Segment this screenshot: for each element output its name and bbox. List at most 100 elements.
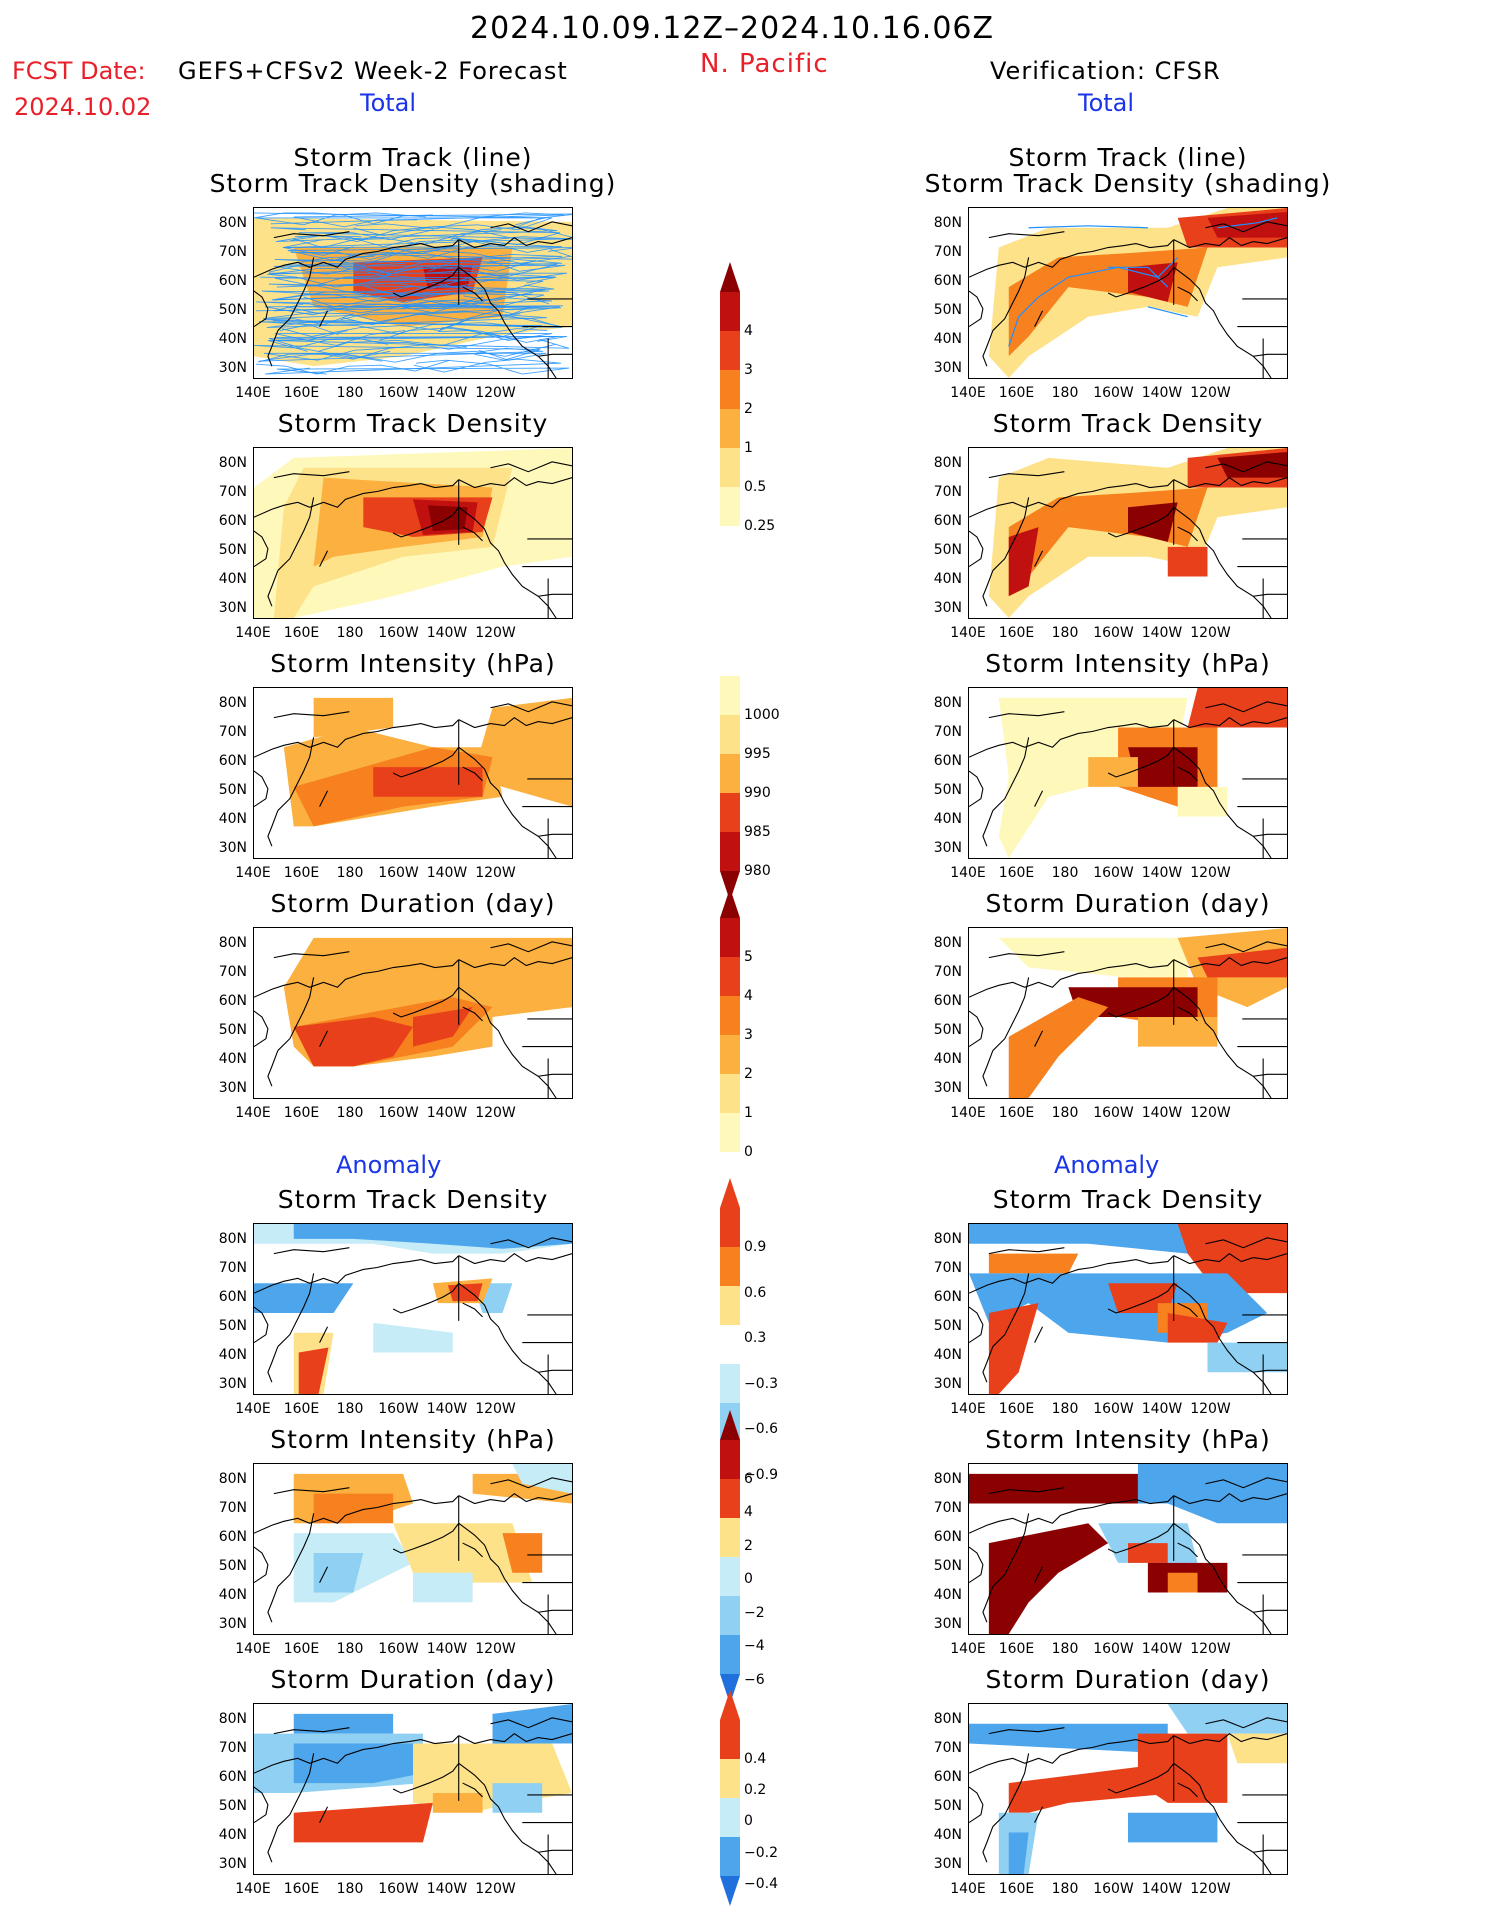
map-panel-duranom-forecast — [253, 1703, 573, 1875]
x-tick-label: 180 — [1051, 1105, 1079, 1121]
x-tick-label: 140W — [1141, 1641, 1183, 1657]
section-total-left: Total — [360, 89, 417, 117]
y-tick-label: 30N — [218, 840, 247, 856]
x-tick-label: 140W — [426, 1641, 468, 1657]
map-panel-intensity-forecast — [253, 687, 573, 859]
colorbar-label: 3 — [744, 362, 753, 378]
y-tick-label: 80N — [933, 1231, 962, 1247]
x-tick-label: 160W — [1093, 1401, 1134, 1417]
colorbar-label: −0.2 — [744, 1844, 778, 1861]
y-tick-label: 30N — [933, 360, 962, 376]
y-tick-label: 40N — [933, 1051, 962, 1067]
colorbar-label: 0.9 — [744, 1239, 767, 1255]
x-tick-label: 140E — [950, 1881, 986, 1897]
field-region-2 — [293, 1743, 423, 1784]
x-tick-label: 160E — [283, 865, 320, 881]
field-region-3 — [1098, 1523, 1198, 1563]
panel-title-intensity: Storm Intensity (hPa) — [270, 649, 556, 678]
colorbar-label: −0.6 — [744, 1421, 778, 1437]
region-label: N. Pacific — [700, 49, 829, 79]
colorbar-label: 6 — [744, 1471, 753, 1487]
y-tick-label: 70N — [218, 484, 247, 500]
colorbar-label: 5 — [744, 949, 753, 965]
y-tick-label: 80N — [218, 1711, 247, 1727]
field-region-4 — [293, 1802, 433, 1843]
map-panel-density-forecast — [253, 447, 573, 619]
colorbar-label: 990 — [744, 785, 771, 801]
colorbar-duration_total — [718, 888, 742, 1186]
field-region-2 — [254, 1283, 354, 1313]
y-tick-label: 40N — [218, 1347, 247, 1363]
field-region-7 — [492, 1783, 543, 1813]
field-region-0 — [998, 937, 1188, 978]
x-tick-label: 140W — [1141, 1105, 1183, 1121]
field-region-7 — [1167, 1312, 1228, 1343]
x-tick-label: 120W — [475, 385, 516, 401]
x-tick-label: 160E — [283, 625, 320, 641]
field-region-6 — [1008, 1832, 1029, 1874]
y-tick-label: 80N — [933, 1711, 962, 1727]
panel-title-track_shading: Storm Track Density (shading) — [924, 169, 1332, 198]
field-region-7 — [512, 1464, 572, 1494]
y-tick-label: 50N — [933, 302, 962, 318]
y-tick-label: 70N — [933, 964, 962, 980]
panel-title-track_shading: Storm Track Density (shading) — [209, 169, 617, 198]
x-tick-label: 160E — [998, 1401, 1035, 1417]
field-region-8 — [1207, 1342, 1287, 1373]
field-region-3 — [1207, 211, 1287, 238]
y-tick-label: 70N — [933, 1740, 962, 1756]
colorbar-label: 2 — [744, 1066, 753, 1082]
y-tick-label: 60N — [218, 513, 247, 529]
x-tick-label: 120W — [475, 1881, 516, 1897]
colorbar-label: 3 — [744, 1027, 753, 1043]
y-tick-label: 80N — [218, 935, 247, 951]
x-tick-label: 160E — [998, 1641, 1035, 1657]
field-region-4 — [1088, 757, 1138, 787]
x-tick-label: 160E — [998, 1881, 1035, 1897]
y-tick-label: 80N — [218, 215, 247, 231]
fcst-date: 2024.10.02 — [14, 93, 152, 121]
x-tick-label: 160W — [1093, 625, 1134, 641]
y-tick-label: 60N — [933, 1289, 962, 1305]
field-region-6 — [447, 1283, 483, 1302]
y-tick-label: 60N — [933, 273, 962, 289]
map-panel-duranom-verification — [968, 1703, 1288, 1875]
y-tick-label: 40N — [933, 571, 962, 587]
x-tick-label: 140W — [1141, 1881, 1183, 1897]
x-tick-label: 180 — [1051, 865, 1079, 881]
panel-title-duration: Storm Duration (day) — [985, 889, 1271, 918]
field-region-4 — [1128, 1543, 1168, 1563]
x-tick-label: 180 — [1051, 1401, 1079, 1417]
x-tick-label: 140E — [235, 625, 271, 641]
y-tick-label: 30N — [218, 1616, 247, 1632]
x-tick-label: 160E — [283, 1105, 320, 1121]
y-tick-label: 60N — [218, 753, 247, 769]
y-tick-label: 70N — [218, 1260, 247, 1276]
y-tick-label: 60N — [933, 513, 962, 529]
x-tick-label: 140E — [235, 1105, 271, 1121]
map-panel-track-forecast — [253, 207, 573, 379]
y-tick-label: 50N — [218, 542, 247, 558]
panel-title-intensity: Storm Intensity (hPa) — [985, 649, 1271, 678]
map-panel-intensity-verification — [968, 687, 1288, 859]
y-tick-label: 30N — [218, 1080, 247, 1096]
map-panel-duration-forecast — [253, 927, 573, 1099]
x-tick-label: 160E — [998, 1105, 1035, 1121]
y-tick-label: 60N — [218, 1769, 247, 1785]
y-tick-label: 30N — [218, 1856, 247, 1872]
colorbar-label: 0 — [744, 1813, 753, 1830]
field-region-1 — [1137, 1464, 1287, 1524]
field-region-1 — [1187, 688, 1287, 728]
y-tick-label: 30N — [933, 840, 962, 856]
x-tick-label: 140E — [235, 1641, 271, 1657]
y-tick-label: 40N — [933, 1827, 962, 1843]
colorbar-duration_anom — [718, 1690, 742, 1910]
y-tick-label: 70N — [218, 1740, 247, 1756]
y-tick-label: 80N — [218, 1231, 247, 1247]
field-region-4 — [373, 767, 483, 797]
x-tick-label: 140W — [426, 1105, 468, 1121]
x-tick-label: 180 — [1051, 385, 1079, 401]
colorbar-label: −6 — [744, 1671, 765, 1688]
x-tick-label: 180 — [1051, 625, 1079, 641]
x-tick-label: 120W — [475, 625, 516, 641]
